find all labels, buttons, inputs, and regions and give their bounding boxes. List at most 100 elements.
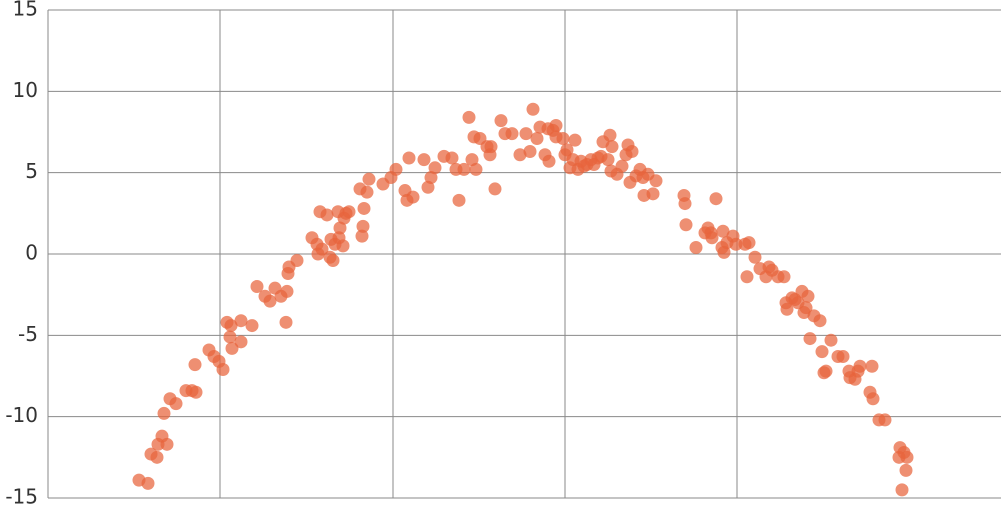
point (899, 463, 913, 477)
point (646, 187, 660, 201)
y-tick-label: -10 (5, 403, 38, 427)
point (526, 102, 540, 116)
point (315, 242, 329, 256)
point (824, 333, 838, 347)
point (815, 345, 829, 359)
point (780, 302, 794, 316)
point (355, 229, 369, 243)
point (605, 140, 619, 154)
point (320, 208, 334, 222)
point (157, 406, 171, 420)
point (225, 341, 239, 355)
point (342, 205, 356, 219)
point (417, 153, 431, 167)
point (389, 162, 403, 176)
point (469, 162, 483, 176)
y-tick-label: 15 (13, 0, 38, 21)
point (452, 193, 466, 207)
point (717, 245, 731, 259)
point (224, 319, 238, 333)
point (280, 284, 294, 298)
point (777, 270, 791, 284)
point (878, 413, 892, 427)
point (356, 219, 370, 233)
point (625, 145, 639, 159)
point (519, 127, 533, 141)
point (245, 319, 259, 333)
point (549, 118, 563, 132)
point (740, 270, 754, 284)
point (679, 218, 693, 232)
point (216, 362, 230, 376)
point (819, 364, 833, 378)
point (484, 140, 498, 154)
point (290, 254, 304, 268)
y-tick-label: 5 (25, 159, 38, 183)
point (568, 133, 582, 147)
y-tick-label: 10 (13, 78, 38, 102)
point (326, 254, 340, 268)
point (523, 145, 537, 159)
y-tick-label: 0 (25, 241, 38, 265)
point (488, 182, 502, 196)
point (234, 314, 248, 328)
point (360, 185, 374, 199)
point (150, 450, 164, 464)
point (801, 289, 815, 303)
point (223, 330, 237, 344)
point (457, 162, 471, 176)
point (421, 180, 435, 194)
point (160, 437, 174, 451)
point (542, 154, 556, 168)
point (169, 397, 183, 411)
point (866, 392, 880, 406)
point (813, 314, 827, 328)
point (865, 359, 879, 373)
point (716, 224, 730, 238)
point (445, 151, 459, 165)
point (505, 127, 519, 141)
point (336, 239, 350, 253)
point (900, 450, 914, 464)
point (748, 250, 762, 264)
point (678, 197, 692, 211)
point (279, 315, 293, 329)
point (709, 192, 723, 206)
point (406, 190, 420, 204)
point (234, 335, 248, 349)
point (530, 132, 544, 146)
point (601, 153, 615, 167)
point (853, 359, 867, 373)
point (689, 240, 703, 254)
point (603, 128, 617, 142)
point (556, 132, 570, 146)
y-tick-label: -15 (5, 485, 38, 507)
point (333, 221, 347, 235)
point (836, 349, 850, 363)
point (462, 110, 476, 124)
point (141, 476, 155, 490)
point (402, 151, 416, 165)
point (705, 231, 719, 245)
y-tick-label: -5 (18, 322, 38, 346)
point (494, 114, 508, 128)
point (615, 159, 629, 173)
point (799, 301, 813, 315)
point (729, 237, 743, 251)
point (803, 332, 817, 346)
point (250, 280, 264, 294)
point (465, 153, 479, 167)
point (362, 172, 376, 186)
point (742, 236, 756, 250)
point (560, 143, 574, 157)
point (895, 483, 909, 497)
point (428, 161, 442, 175)
point (188, 358, 202, 372)
point (424, 171, 438, 185)
point (189, 385, 203, 399)
point (513, 148, 527, 162)
point (649, 174, 663, 188)
point (357, 201, 371, 215)
